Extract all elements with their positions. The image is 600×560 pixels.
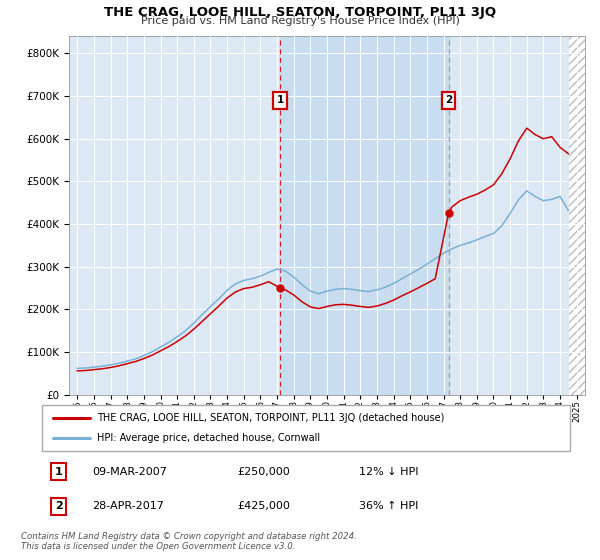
Text: HPI: Average price, detached house, Cornwall: HPI: Average price, detached house, Corn…: [97, 433, 320, 444]
FancyBboxPatch shape: [42, 405, 570, 451]
Text: 12% ↓ HPI: 12% ↓ HPI: [359, 466, 418, 477]
Text: THE CRAG, LOOE HILL, SEATON, TORPOINT, PL11 3JQ (detached house): THE CRAG, LOOE HILL, SEATON, TORPOINT, P…: [97, 413, 445, 423]
Text: 1: 1: [277, 95, 284, 105]
Text: 2: 2: [55, 501, 63, 511]
Text: £250,000: £250,000: [238, 466, 290, 477]
Text: 28-APR-2017: 28-APR-2017: [92, 501, 164, 511]
Text: Price paid vs. HM Land Registry's House Price Index (HPI): Price paid vs. HM Land Registry's House …: [140, 16, 460, 26]
Text: THE CRAG, LOOE HILL, SEATON, TORPOINT, PL11 3JQ: THE CRAG, LOOE HILL, SEATON, TORPOINT, P…: [104, 6, 496, 18]
Bar: [280, 36, 449, 395]
Text: Contains HM Land Registry data © Crown copyright and database right 2024.: Contains HM Land Registry data © Crown c…: [21, 532, 357, 541]
Text: £425,000: £425,000: [238, 501, 290, 511]
Text: 1: 1: [55, 466, 63, 477]
Text: 2: 2: [445, 95, 452, 105]
Text: 36% ↑ HPI: 36% ↑ HPI: [359, 501, 418, 511]
Text: 09-MAR-2007: 09-MAR-2007: [92, 466, 167, 477]
Text: This data is licensed under the Open Government Licence v3.0.: This data is licensed under the Open Gov…: [21, 542, 296, 551]
